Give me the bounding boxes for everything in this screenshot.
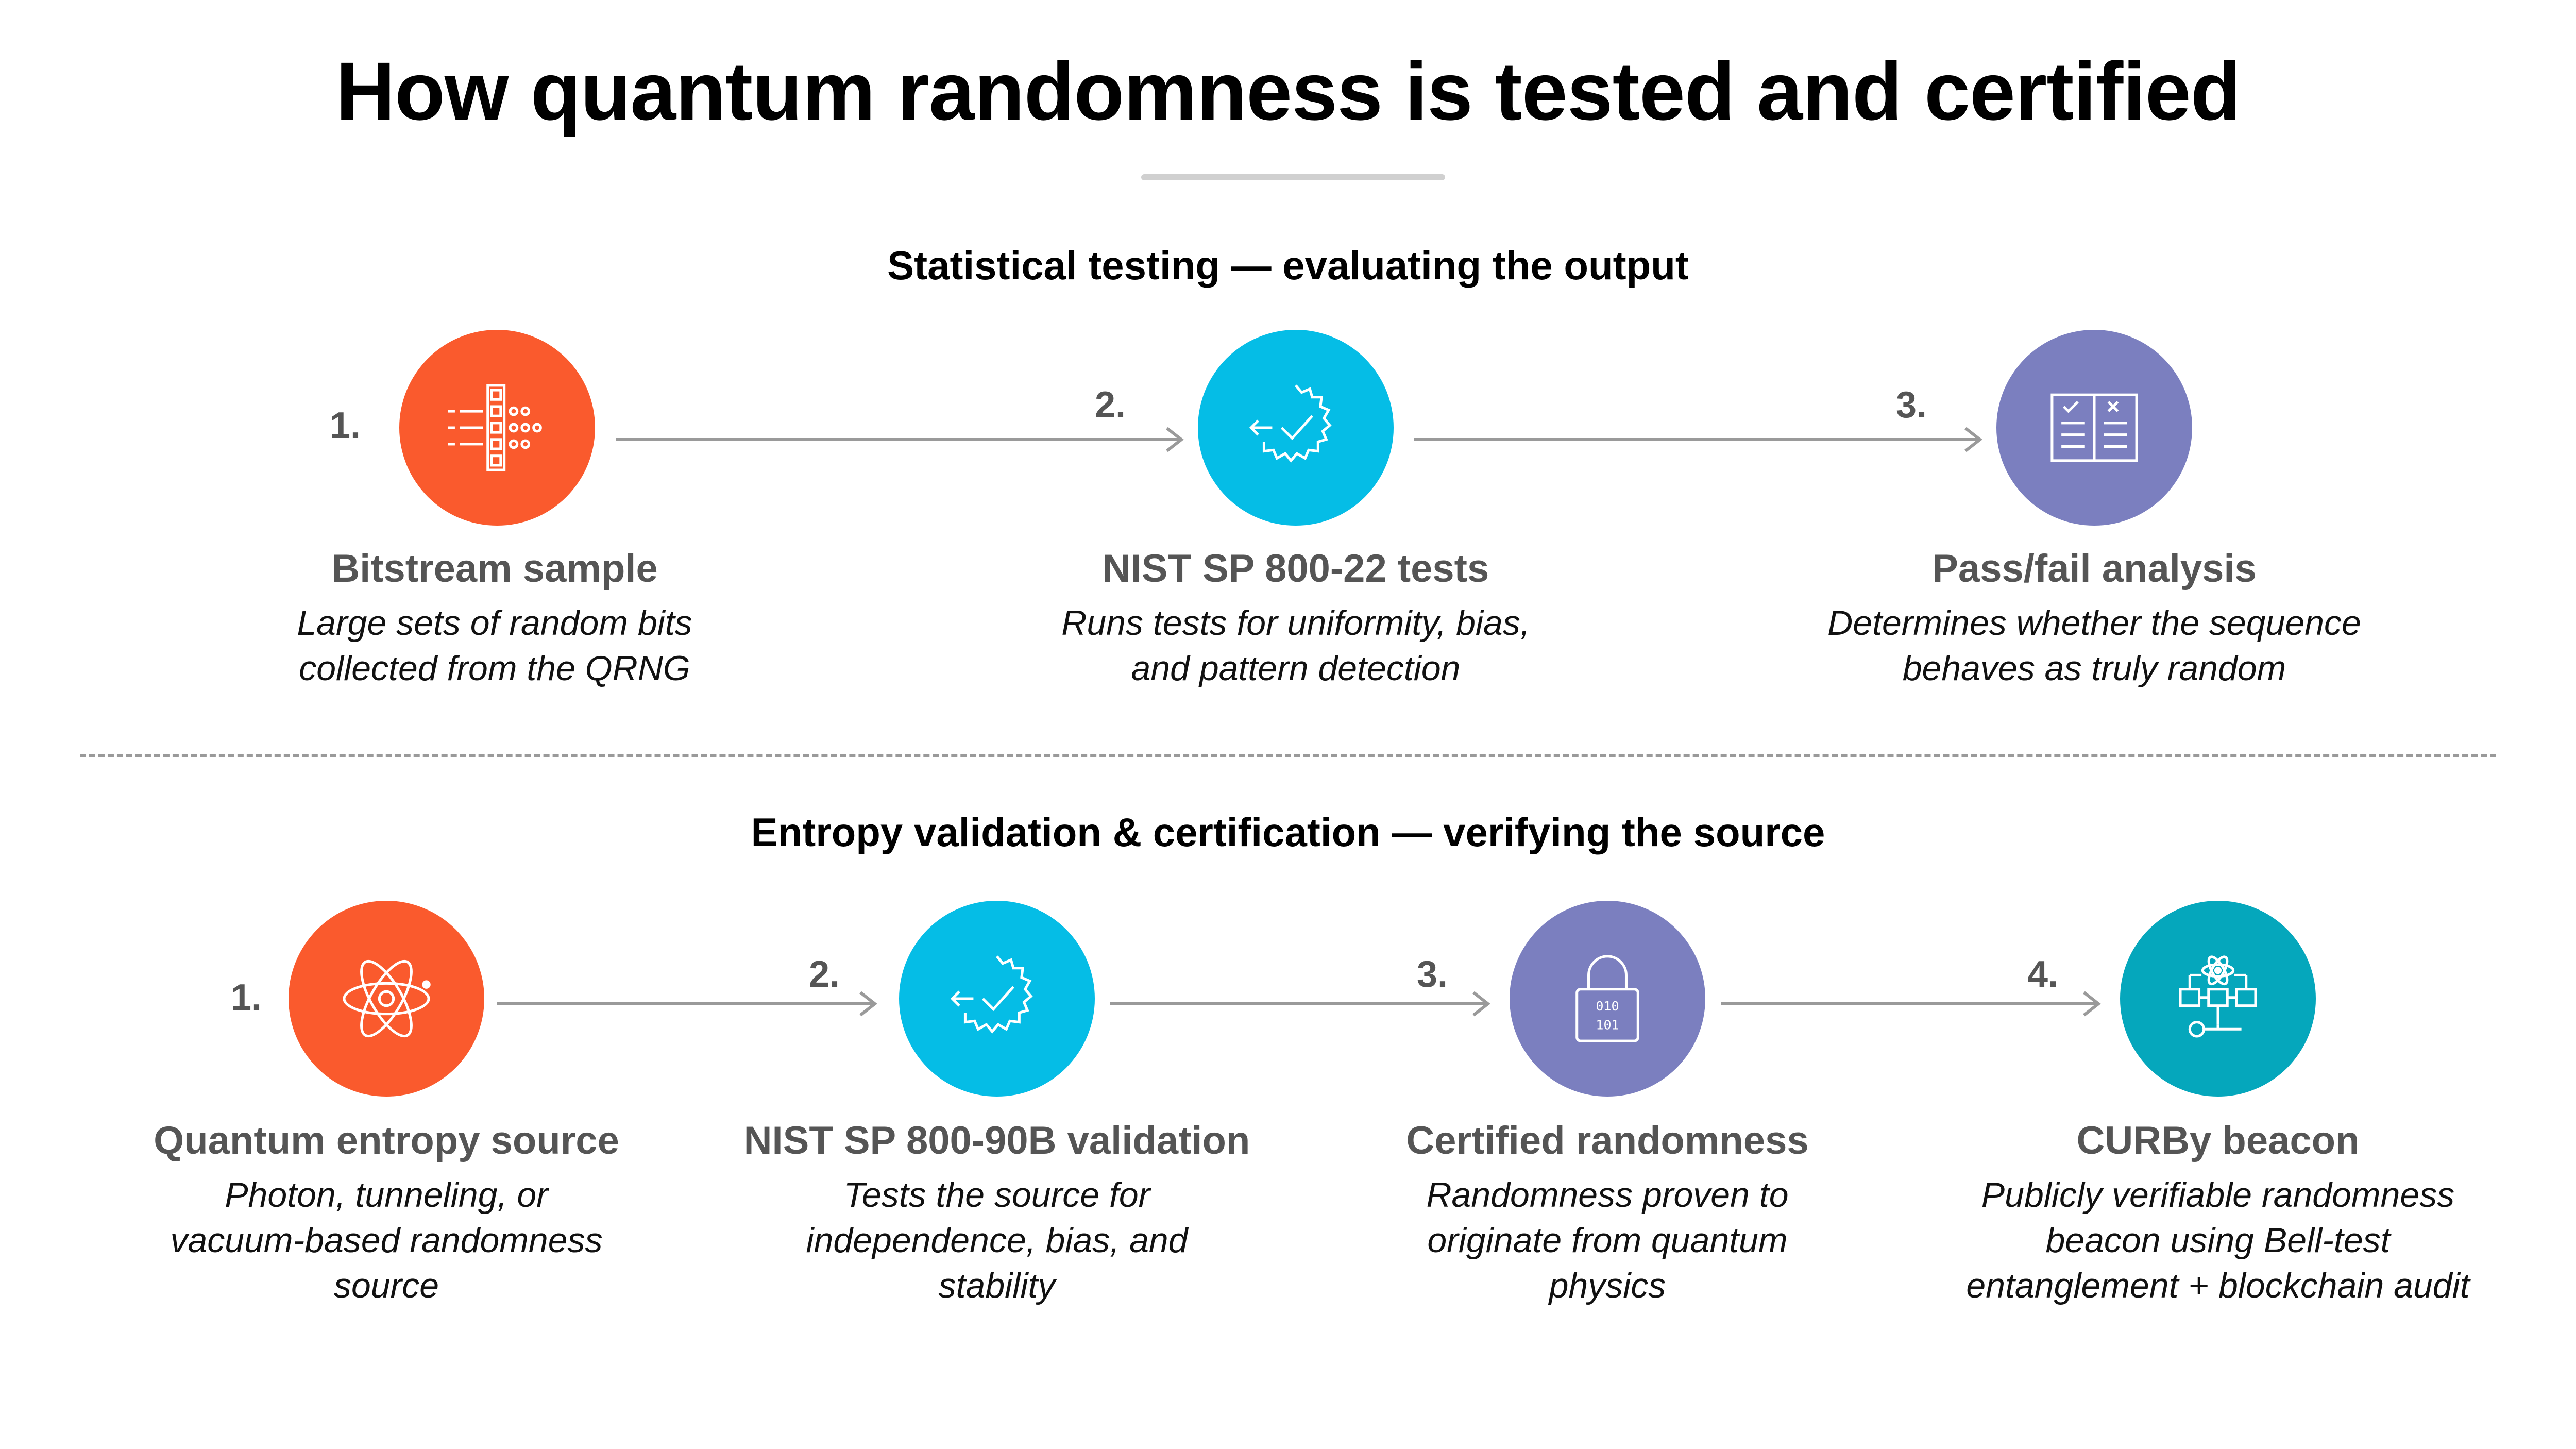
section2-step4-desc: Publicly verifiable randomness beacon us…: [1909, 1172, 2527, 1308]
desc-line: entanglement + blockchain audit: [1966, 1266, 2470, 1305]
desc-line: stability: [938, 1266, 1056, 1305]
desc-line: Runs tests for uniformity, bias,: [1061, 603, 1530, 643]
title-underline: [1141, 174, 1445, 180]
desc-line: Determines whether the sequence: [1827, 603, 2361, 643]
section2-arrow-3: [1721, 988, 2102, 1019]
section2-arrow-2: [1110, 988, 1492, 1019]
section1-step2-desc: Runs tests for uniformity, bias, and pat…: [987, 600, 1605, 691]
desc-line: Tests the source for: [843, 1175, 1150, 1215]
section1-step1-number: 1.: [330, 405, 361, 446]
section1-title: Statistical testing — evaluating the out…: [887, 243, 1689, 288]
section1-step1-label: Bitstream sample: [331, 547, 658, 591]
section1-step3-circle: [1996, 330, 2192, 526]
section1-arrow-2: [1414, 424, 1984, 455]
section2-step4-label: CURBy beacon: [2076, 1119, 2360, 1162]
section2-step2-number: 2.: [809, 954, 840, 995]
section2-step1-label: Quantum entropy source: [154, 1119, 619, 1162]
binary-digits-top: 010: [1596, 999, 1619, 1014]
section1-step2-number: 2.: [1095, 384, 1126, 426]
section1-step3-number: 3.: [1896, 384, 1927, 426]
gear-check-icon: [950, 955, 1033, 1034]
desc-line: Photon, tunneling, or: [225, 1175, 548, 1215]
atom-network-icon: [2179, 955, 2257, 1038]
section2-step4-number: 4.: [2027, 954, 2059, 995]
desc-line: independence, bias, and: [806, 1221, 1188, 1260]
section2-step3-circle: 010 101: [1510, 901, 1705, 1097]
desc-line: Publicly verifiable randomness: [1981, 1175, 2455, 1215]
bitstream-icon: [448, 384, 542, 471]
section2-step3-desc: Randomness proven to originate from quan…: [1350, 1172, 1865, 1308]
section2-title: Entropy validation & certification — ver…: [751, 810, 1825, 855]
section1-step2-label: NIST SP 800-22 tests: [1102, 547, 1489, 591]
desc-line: physics: [1549, 1266, 1666, 1305]
desc-line: originate from quantum: [1427, 1221, 1788, 1260]
desc-line: source: [333, 1266, 439, 1305]
desc-line: and pattern detection: [1131, 649, 1461, 688]
section2-step1-number: 1.: [231, 977, 262, 1018]
desc-line: behaves as truly random: [1902, 649, 2286, 688]
desc-line: vacuum-based randomness: [170, 1221, 603, 1260]
section-divider: [80, 754, 2496, 757]
section2-step2-desc: Tests the source for independence, bias,…: [739, 1172, 1255, 1308]
page-title: How quantum randomness is tested and cer…: [335, 45, 2241, 137]
checklist-icon: [2050, 393, 2138, 462]
section2-step1-circle: [289, 901, 484, 1097]
section2-step1-desc: Photon, tunneling, or vacuum-based rando…: [129, 1172, 644, 1308]
section1-step3-desc: Determines whether the sequence behaves …: [1785, 600, 2403, 691]
desc-line: collected from the QRNG: [299, 649, 690, 688]
section1-step3-label: Pass/fail analysis: [1932, 547, 2257, 591]
section1-step1-circle: [399, 330, 595, 526]
desc-line: Large sets of random bits: [297, 603, 692, 643]
section2-step2-circle: [899, 901, 1095, 1097]
section1-step1-desc: Large sets of random bits collected from…: [211, 600, 778, 691]
gear-check-icon: [1249, 384, 1332, 463]
section1-arrow-1: [616, 424, 1185, 455]
section2-step3-number: 3.: [1417, 954, 1448, 995]
section2-arrow-1: [497, 988, 878, 1019]
section2-step3-label: Certified randomness: [1406, 1119, 1809, 1162]
section2-step4-circle: [2120, 901, 2316, 1097]
atom-icon: [343, 959, 431, 1038]
section1-step2-circle: [1198, 330, 1394, 526]
binary-lock-icon: 010 101: [1575, 955, 1639, 1042]
binary-digits-bottom: 101: [1596, 1017, 1619, 1032]
section2-step2-label: NIST SP 800-90B validation: [743, 1119, 1250, 1162]
desc-line: Randomness proven to: [1426, 1175, 1789, 1215]
desc-line: beacon using Bell-test: [2045, 1221, 2391, 1260]
